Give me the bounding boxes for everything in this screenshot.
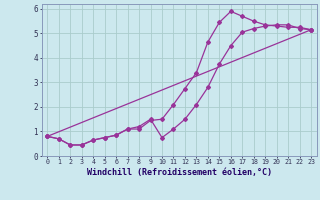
X-axis label: Windchill (Refroidissement éolien,°C): Windchill (Refroidissement éolien,°C) bbox=[87, 168, 272, 177]
